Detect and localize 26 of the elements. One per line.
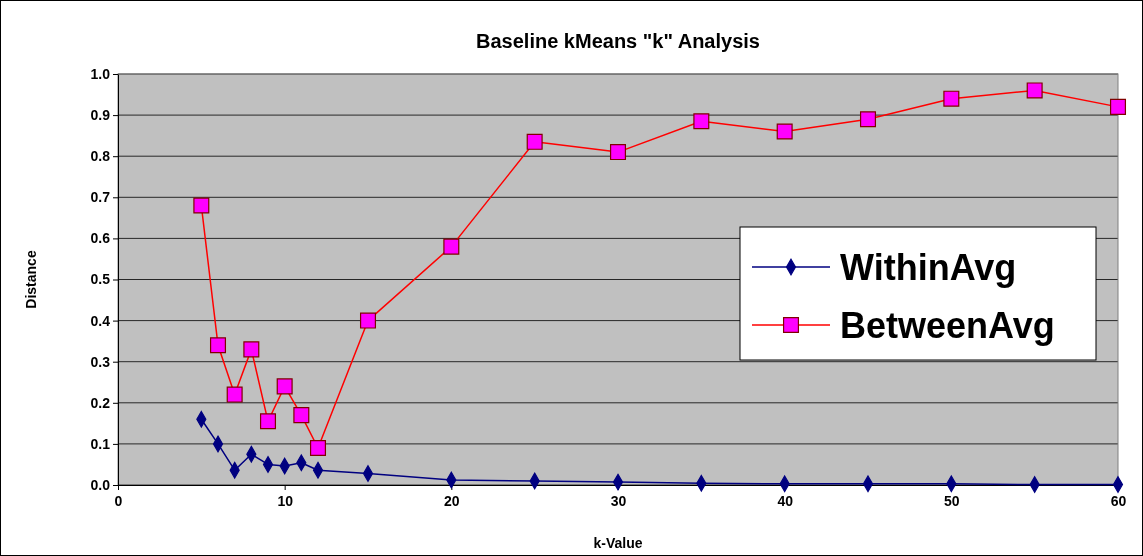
y-tick-label: 0.3 — [90, 353, 111, 370]
x-tick-label: 60 — [1110, 492, 1127, 509]
x-tick-label: 10 — [277, 492, 294, 509]
y-tick-label: 0.4 — [90, 312, 111, 329]
x-tick-label: 0 — [114, 492, 123, 509]
y-axis-title: Distance — [23, 250, 39, 309]
x-tick-label: 30 — [610, 492, 627, 509]
legend-label: WithinAvg — [840, 246, 1017, 288]
y-tick-label: 0.9 — [90, 107, 111, 124]
y-tick-label: 0.5 — [90, 271, 111, 288]
x-tick-label: 50 — [944, 492, 960, 509]
y-tick-label: 0.0 — [90, 476, 111, 493]
legend-label: BetweenAvg — [840, 304, 1055, 346]
y-tick-label: 0.8 — [90, 148, 111, 165]
y-tick-label: 0.7 — [90, 189, 111, 206]
point — [362, 465, 374, 482]
chart-title: Baseline kMeans "k" Analysis — [476, 30, 760, 52]
y-tick-label: 1.0 — [90, 65, 111, 82]
x-tick-label: 40 — [777, 492, 794, 509]
y-tick-label: 0.6 — [90, 230, 111, 247]
x-tick-label: 20 — [444, 492, 460, 509]
y-tick-label: 0.2 — [90, 394, 111, 411]
point — [262, 456, 274, 473]
y-tick-label: 0.1 — [90, 435, 111, 452]
point — [1112, 476, 1124, 493]
x-axis-title: k-Value — [593, 535, 643, 551]
